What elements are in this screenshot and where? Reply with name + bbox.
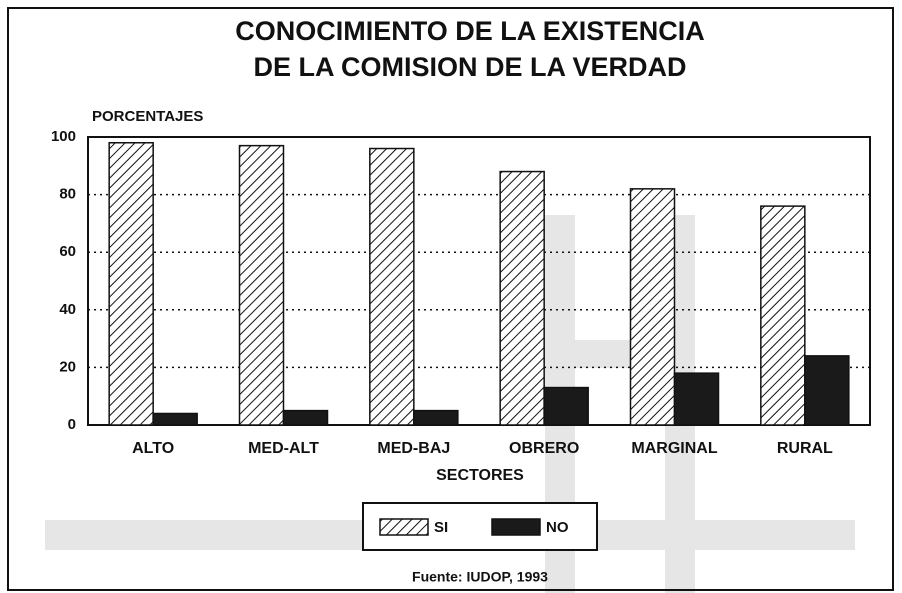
- y-tick-label: 100: [51, 128, 76, 145]
- bar: [804, 355, 850, 426]
- bar: [673, 372, 720, 426]
- source: Fuente: IUDOP, 1993: [412, 569, 548, 585]
- bar: [629, 188, 676, 426]
- x-axis-label: SECTORES: [436, 467, 524, 484]
- x-tick-label: MED-BAJ: [377, 440, 450, 457]
- frame: [7, 7, 894, 591]
- x-tick-label: RURAL: [777, 440, 833, 457]
- bar: [413, 409, 459, 426]
- x-tick-label: OBRERO: [509, 440, 579, 457]
- bar: [499, 170, 545, 426]
- y-tick-label: 40: [59, 301, 76, 318]
- x-tick-label: MARGINAL: [631, 440, 717, 457]
- y-tick-label: 20: [59, 358, 76, 375]
- bar: [282, 409, 329, 426]
- y-tick-label: 80: [59, 186, 76, 203]
- bar: [108, 142, 154, 426]
- x-tick-label: ALTO: [132, 440, 174, 457]
- y-tick-label: 60: [59, 243, 76, 260]
- bar: [238, 144, 285, 426]
- y-axis-label: PORCENTAJES: [92, 108, 203, 125]
- legend-label: NO: [546, 519, 569, 536]
- x-tick-label: MED-ALT: [248, 440, 319, 457]
- chart-title: DE LA COMISION DE LA VERDAD: [253, 52, 686, 82]
- plot-frame: [87, 136, 871, 426]
- chart-title: CONOCIMIENTO DE LA EXISTENCIA: [235, 16, 705, 46]
- legend-label: SI: [434, 519, 448, 536]
- bar: [543, 386, 589, 426]
- bar: [152, 412, 198, 426]
- y-tick-label: 0: [68, 416, 76, 433]
- legend-swatch: [491, 518, 541, 536]
- legend-swatch: [379, 518, 429, 536]
- bar: [369, 147, 415, 426]
- bar: [760, 205, 806, 426]
